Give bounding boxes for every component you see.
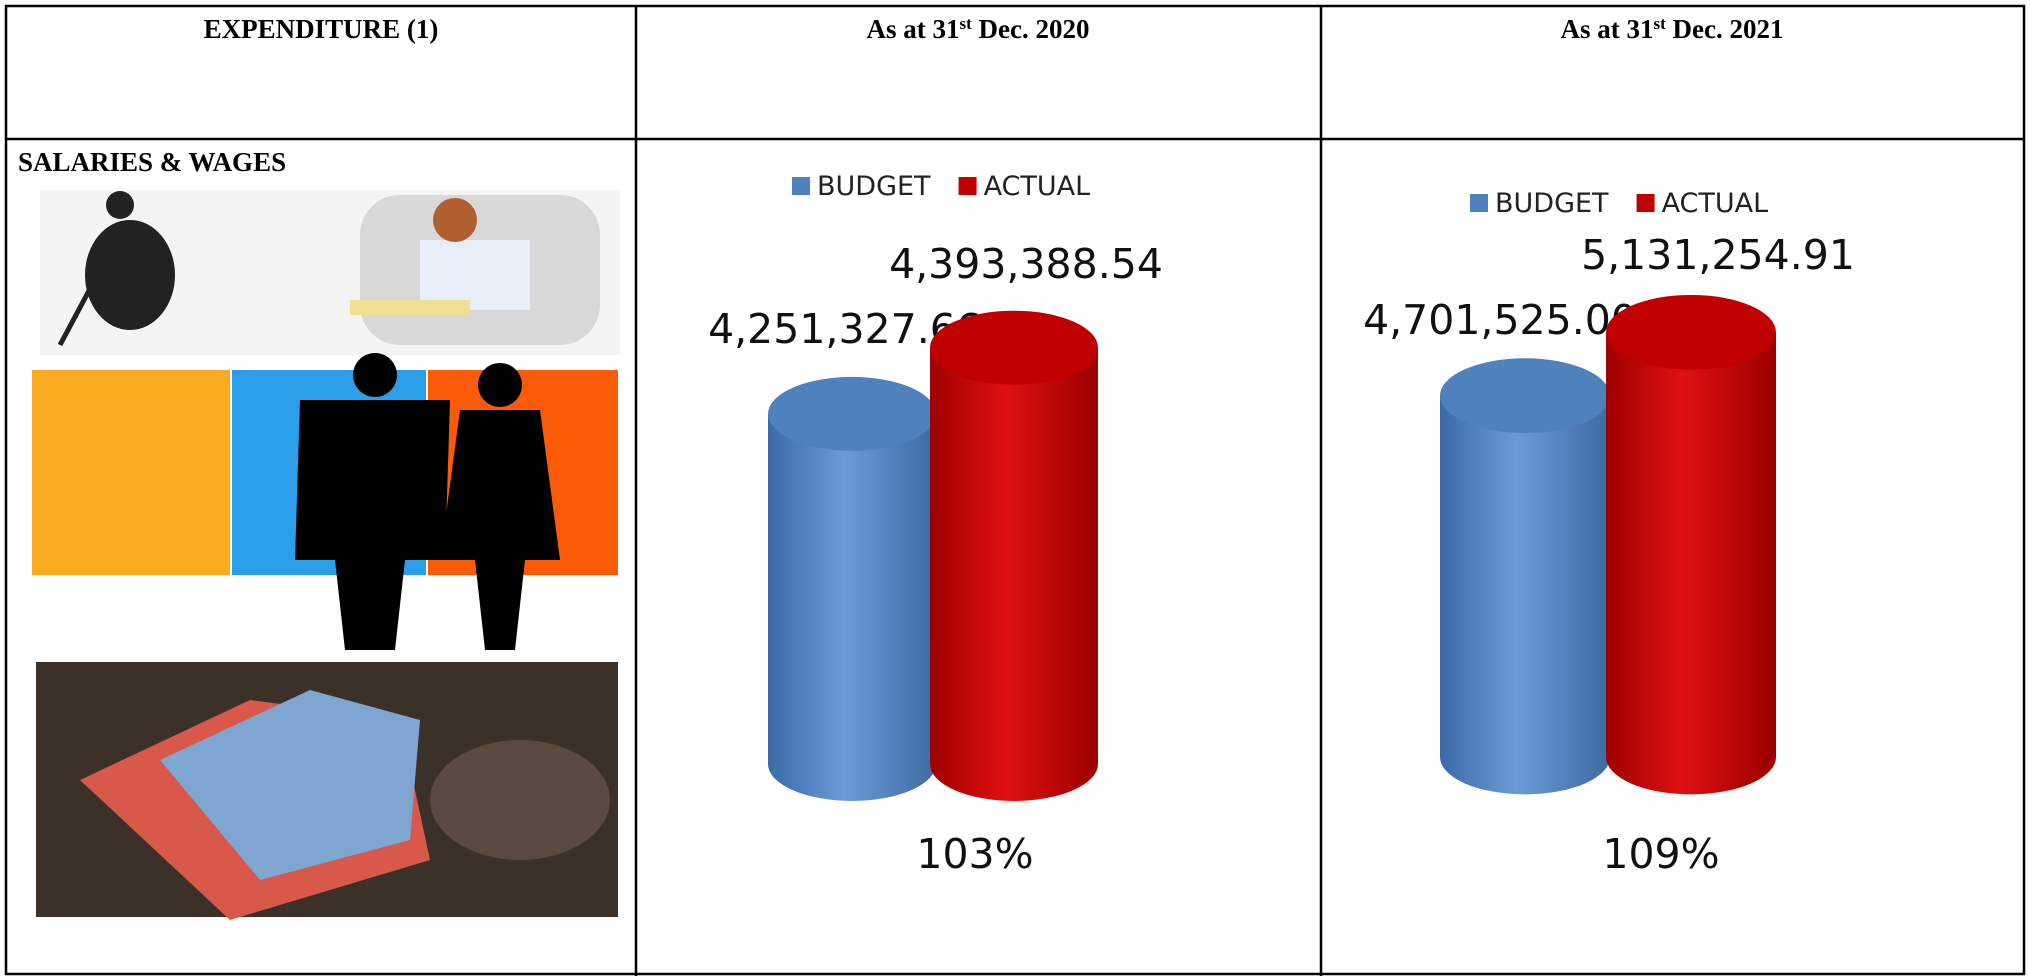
cylinder: [930, 310, 1098, 801]
cylinder-body: [768, 413, 936, 801]
annotation: 103%: [916, 830, 1033, 878]
illustration: [32, 190, 620, 920]
legend-swatch: [1636, 194, 1655, 212]
cylinder-body: [930, 347, 1098, 801]
data-label: 4,393,388.54: [889, 240, 1163, 288]
cylinder: [768, 376, 936, 801]
table-grid: [4, 4, 2026, 976]
legend-label: ACTUAL: [984, 171, 1091, 202]
header-cell: As at 31st Dec. 2020: [867, 14, 1090, 44]
data-label: 5,131,254.91: [1581, 231, 1855, 279]
legend-swatch: [1470, 194, 1488, 212]
legend-label: BUDGET: [1495, 188, 1609, 219]
data-label: 4,701,525.00: [1363, 296, 1637, 344]
cylinder: [1606, 294, 1776, 795]
cylinder-top: [768, 376, 936, 451]
header-cell: As at 31st Dec. 2021: [1561, 14, 1784, 44]
cylinder: [1440, 358, 1610, 795]
cylinder-top: [1606, 294, 1776, 370]
row-label: SALARIES & WAGES: [18, 147, 286, 177]
cylinder-body: [1440, 395, 1610, 795]
legend-label: ACTUAL: [1662, 188, 1769, 219]
legend-swatch: [958, 177, 977, 195]
legend-label: BUDGET: [817, 171, 931, 202]
header-cell: EXPENDITURE (1): [204, 14, 439, 44]
legend-swatch: [792, 177, 810, 195]
cylinder-top: [1440, 358, 1610, 434]
cylinder-body: [1606, 332, 1776, 795]
cylinder-top: [930, 310, 1098, 385]
annotation: 109%: [1602, 830, 1719, 878]
